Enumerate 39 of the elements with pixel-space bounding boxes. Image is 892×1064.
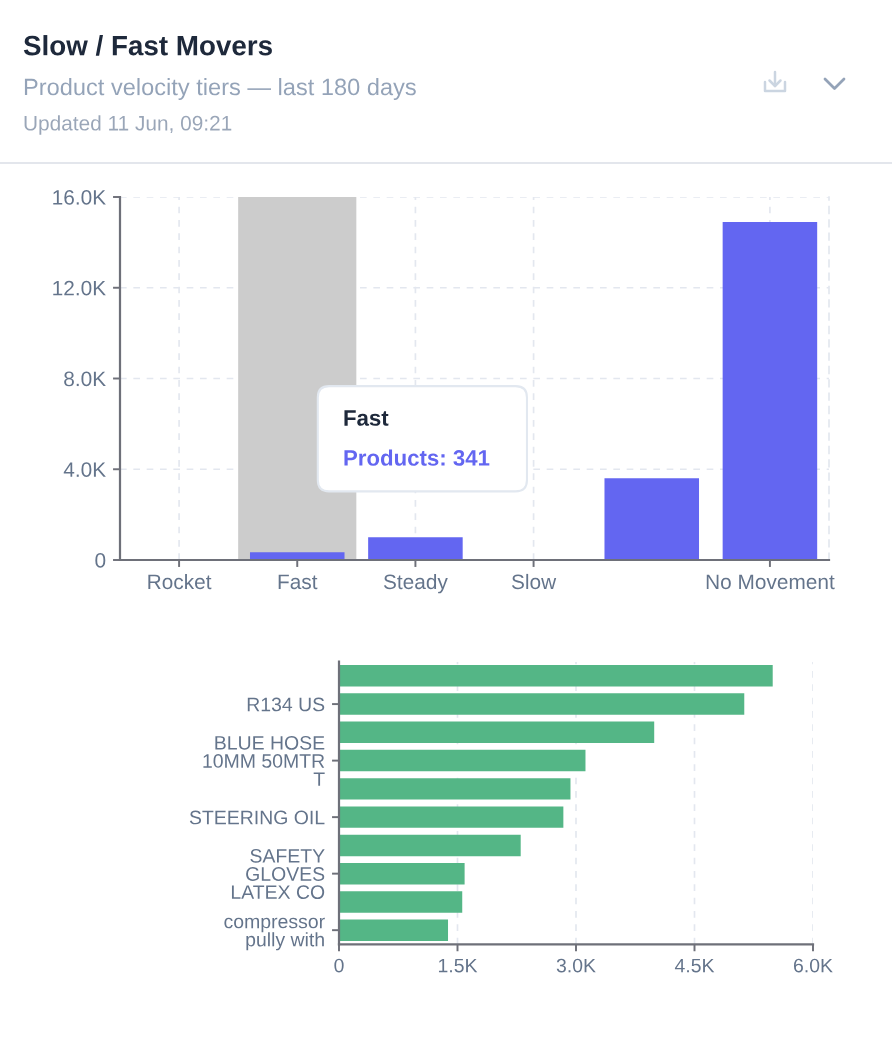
- x-tick-label: 3.0K: [556, 958, 596, 973]
- x-tick-label: 1.5K: [438, 958, 478, 973]
- x-tick-label: Slow: [511, 573, 557, 590]
- bar: [249, 552, 345, 560]
- y-tick-label: compressor pully with: [224, 917, 325, 951]
- y-tick-label: 0: [95, 553, 106, 568]
- bar: [604, 478, 700, 560]
- bar: [339, 693, 745, 715]
- x-tick-label: No Movement: [706, 574, 835, 590]
- bar: [339, 778, 571, 800]
- x-tick-label: Fast: [278, 574, 318, 590]
- x-tick-label: Rocket: [148, 573, 212, 590]
- y-tick-label: SAFETY GLOVES LATEX CO: [231, 848, 325, 900]
- chart-title: Slow / Fast Movers: [23, 35, 272, 56]
- bar: [339, 721, 655, 744]
- bar: [339, 665, 773, 687]
- bar: [339, 891, 463, 913]
- bar: [339, 862, 465, 885]
- annotation: Fast: [344, 410, 389, 426]
- bar: [368, 537, 463, 560]
- x-tick-label: 6.0K: [793, 958, 833, 973]
- y-tick-label: STEERING OIL: [189, 810, 325, 825]
- chart-subtitle: Product velocity tiers — last 180 days: [24, 78, 416, 100]
- bar: [722, 221, 818, 560]
- y-tick-label: R134 US: [247, 697, 325, 712]
- bar: [339, 749, 586, 772]
- text: Updated 11 Jun, 09:21: [24, 115, 232, 135]
- x-tick-label: Steady: [383, 573, 448, 594]
- y-tick-label: 4.0K: [63, 462, 106, 477]
- bar: [339, 834, 521, 857]
- y-tick-label: 12.0K: [53, 280, 106, 296]
- x-tick-label: 0: [334, 958, 344, 973]
- x-tick-label: 4.5K: [674, 958, 715, 973]
- y-tick-label: 8.0K: [64, 371, 106, 387]
- annotation: Products: 341: [344, 449, 490, 466]
- bar: [339, 806, 564, 828]
- y-tick-label: 16.0K: [53, 190, 106, 205]
- y-tick-label: BLUE HOSE 10MM 50MTR T: [203, 735, 325, 786]
- bar: [339, 919, 449, 941]
